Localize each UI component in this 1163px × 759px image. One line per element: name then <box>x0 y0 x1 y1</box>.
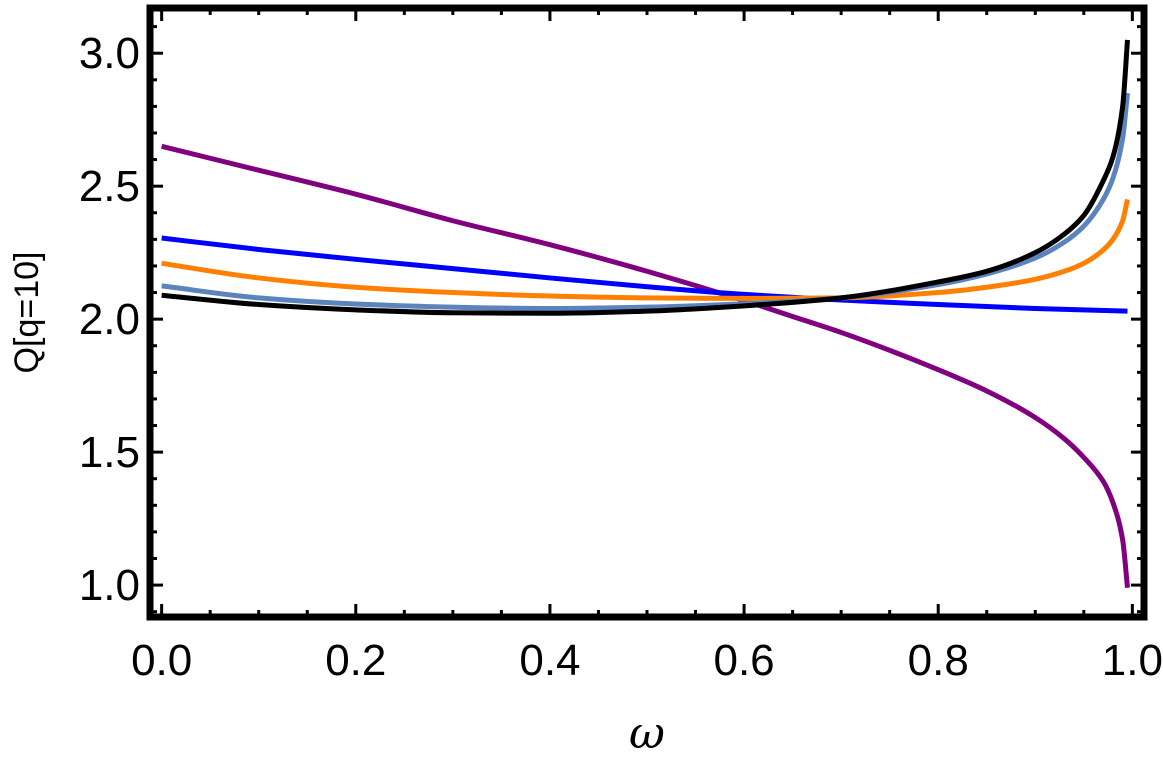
series-layer <box>161 39 1130 589</box>
x-tick-label: 0.2 <box>325 636 386 685</box>
x-tick-label: 1.0 <box>1102 636 1163 685</box>
x-axis-label: ω <box>629 708 665 759</box>
y-tick-label: 2.5 <box>79 162 140 211</box>
y-tick-label: 3.0 <box>79 29 140 78</box>
y-tick-label: 2.0 <box>79 295 140 344</box>
x-tick-label: 0.6 <box>713 636 774 685</box>
tick-labels-layer: 0.0 0.2 0.4 0.6 0.8 1.0 1.0 1.5 2.0 2.5 3.0 <box>79 29 1163 685</box>
series-line-2 <box>161 235 1128 314</box>
series-line-3 <box>161 198 1130 301</box>
ticks-layer <box>150 8 1144 617</box>
series-line-5 <box>161 39 1130 316</box>
x-tick-label: 0.0 <box>131 636 192 685</box>
series-line-4 <box>161 92 1130 312</box>
series-line-1 <box>161 143 1130 589</box>
y-axis-label: Q[q=10] <box>8 252 46 374</box>
y-tick-label: 1.5 <box>79 428 140 477</box>
x-tick-label: 0.4 <box>519 636 580 685</box>
x-tick-label: 0.8 <box>908 636 969 685</box>
y-tick-label: 1.0 <box>79 561 140 610</box>
